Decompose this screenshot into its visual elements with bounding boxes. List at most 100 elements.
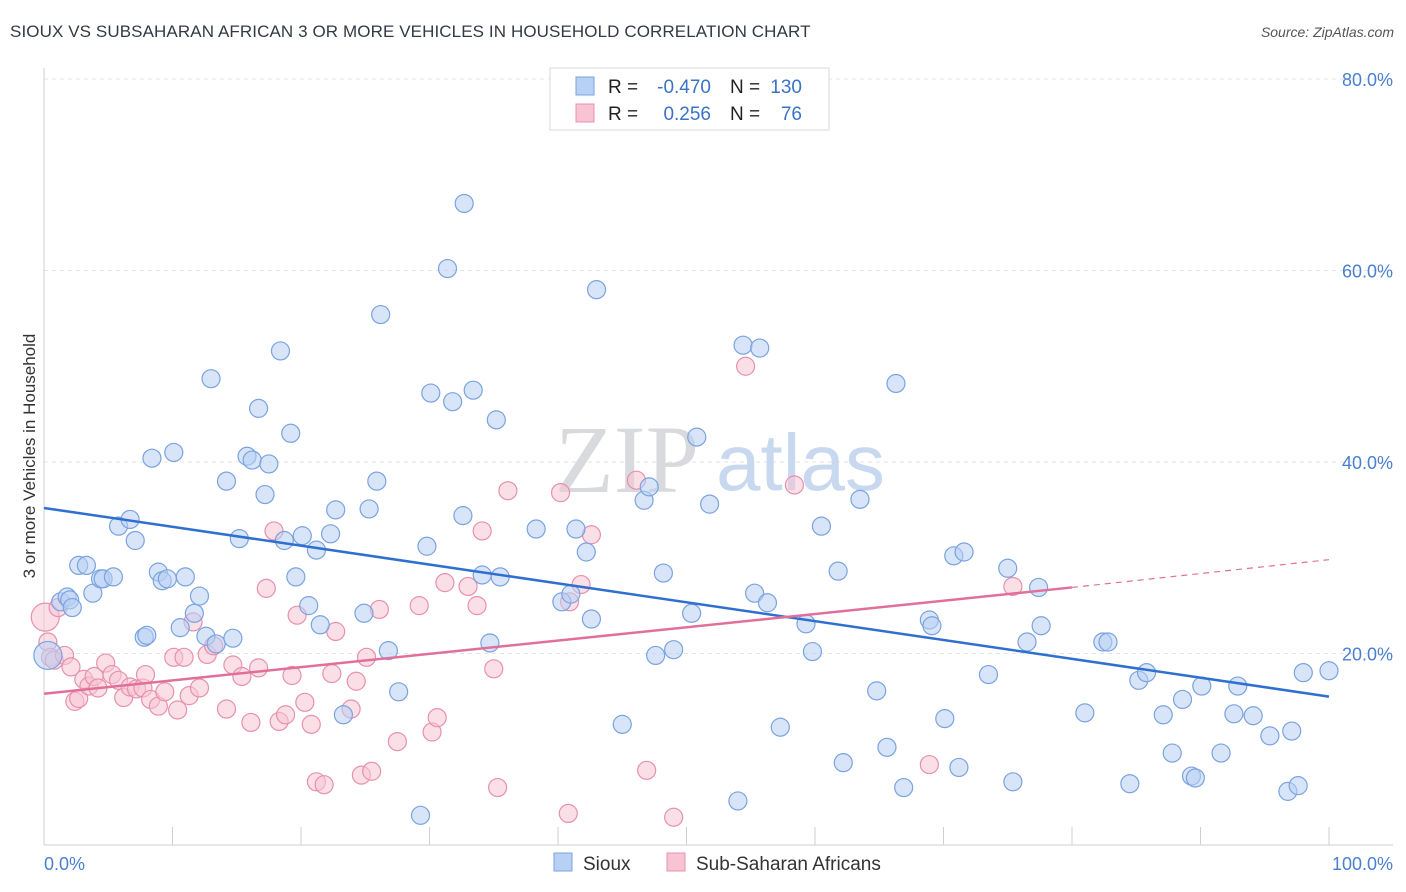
ssa-point	[736, 356, 756, 376]
sioux-point	[1260, 726, 1280, 746]
ssa-point	[232, 666, 252, 687]
sioux-point	[745, 583, 765, 603]
sioux-point	[410, 805, 431, 825]
sioux-point	[922, 616, 942, 636]
ssa-points	[30, 356, 1023, 827]
sioux-point	[894, 777, 914, 798]
sioux-point	[170, 618, 190, 638]
ssa-point	[1003, 576, 1023, 597]
ssa-point	[189, 678, 210, 698]
x-tick-label-min: 0.0%	[44, 854, 85, 874]
sioux-point	[463, 380, 483, 400]
sioux-point	[687, 427, 707, 447]
sioux-point	[242, 450, 262, 470]
gridlines	[44, 78, 1393, 654]
sioux-point	[886, 373, 906, 394]
ssa-point	[409, 596, 429, 616]
sioux-point	[417, 536, 437, 556]
sioux-point	[367, 471, 387, 491]
sioux-point	[770, 717, 790, 737]
ssa-point	[362, 761, 382, 781]
sioux-point	[175, 567, 195, 587]
ssa-point	[174, 647, 194, 667]
legend-n-value-sioux: 130	[770, 77, 802, 98]
ssa-point	[498, 481, 518, 501]
ssa-point	[256, 578, 276, 598]
ssa-point	[458, 576, 478, 597]
sioux-point	[389, 682, 409, 702]
sioux-point	[733, 335, 753, 355]
sioux-point	[443, 392, 463, 412]
ssa-point	[484, 659, 504, 679]
sioux-point	[1172, 689, 1193, 710]
sioux-point	[437, 258, 458, 279]
sioux-point	[486, 410, 506, 430]
sioux-point	[1017, 632, 1037, 652]
sioux-point	[1282, 721, 1302, 741]
sioux-point	[1185, 768, 1205, 788]
ssa-point	[295, 692, 315, 712]
sioux-point	[310, 615, 330, 635]
sioux-point	[216, 471, 237, 491]
sioux-point	[286, 567, 306, 587]
x-tick-label-max: 100.0%	[1332, 854, 1393, 874]
sioux-point	[850, 489, 870, 509]
ssa-point	[282, 665, 302, 686]
sioux-point	[1136, 663, 1157, 683]
chart-title: SIOUX VS SUBSAHARAN AFRICAN 3 OR MORE VE…	[10, 22, 811, 41]
sioux-point	[201, 369, 221, 389]
sioux-point	[206, 634, 226, 654]
sioux-point	[333, 705, 354, 725]
sioux-point	[1224, 704, 1244, 724]
ssa-point	[356, 647, 377, 667]
sioux-point	[1098, 632, 1118, 652]
sioux-point	[978, 664, 999, 685]
sioux-point	[1293, 663, 1313, 683]
sioux-point	[62, 597, 82, 618]
ssa-point	[467, 596, 487, 616]
sioux-point	[326, 500, 346, 520]
sioux-point	[867, 681, 887, 701]
sioux-point	[125, 530, 145, 551]
series-legend: Sioux Sub-Saharan Africans	[553, 852, 881, 875]
sioux-point	[164, 442, 184, 463]
legend-r-value-sioux: -0.470	[657, 77, 711, 98]
sioux-point	[472, 565, 492, 585]
ssa-point	[550, 483, 571, 503]
sioux-point	[1243, 706, 1263, 726]
sioux-point	[561, 584, 581, 604]
sioux-point	[248, 398, 269, 418]
sioux-point	[1162, 743, 1182, 763]
sioux-point	[700, 494, 720, 514]
sioux-point	[682, 603, 702, 623]
legend-box	[549, 67, 830, 131]
sioux-point	[1075, 703, 1095, 723]
sioux-point	[378, 641, 398, 661]
sioux-point	[612, 714, 632, 734]
sioux-point	[1319, 661, 1339, 681]
sioux-point	[757, 593, 778, 613]
sioux-point	[184, 603, 204, 623]
sioux-point	[454, 193, 474, 214]
ssa-point	[919, 754, 939, 775]
sioux-point	[833, 753, 853, 773]
y-tick-label: 60.0%	[1342, 262, 1393, 282]
series-swatch-ssa	[666, 852, 686, 872]
sioux-point	[223, 628, 243, 648]
ssa-point	[322, 664, 342, 684]
sioux-point	[259, 454, 279, 474]
ssa-point	[488, 777, 508, 798]
sioux-point	[270, 341, 291, 361]
sioux-point	[1153, 705, 1173, 725]
series-swatch-sioux	[553, 852, 573, 872]
y-axis-label: 3 or more Vehicles in Household	[20, 334, 39, 579]
sioux-point	[586, 280, 607, 300]
legend-n-label: N =	[730, 77, 760, 98]
ssa-point	[248, 658, 269, 678]
sioux-point	[299, 596, 319, 616]
ssa-point	[155, 682, 175, 702]
sioux-point	[949, 757, 969, 778]
ssa-point	[435, 573, 455, 593]
sioux-point	[566, 519, 586, 539]
